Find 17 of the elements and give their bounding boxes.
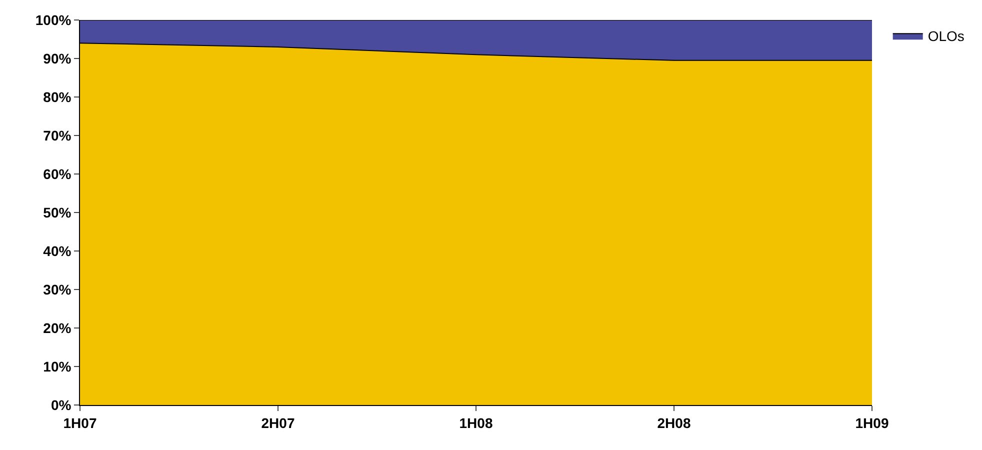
x-tick-label: 2H07: [261, 414, 295, 431]
x-tick-label: 1H08: [459, 414, 493, 431]
y-tick-label: 80%: [43, 88, 72, 105]
y-tick-label: 50%: [43, 204, 72, 220]
y-tick-label: 30%: [43, 281, 72, 298]
y-tick-label: 40%: [43, 242, 72, 259]
x-tick-label: 1H09: [855, 414, 889, 431]
x-tick-label: 2H08: [657, 414, 691, 431]
y-tick-label: 100%: [35, 12, 72, 28]
x-tick-label: 1H07: [63, 414, 97, 431]
y-tick-label: 90%: [43, 50, 72, 66]
y-tick-label: 60%: [43, 166, 72, 182]
y-tick-label: 20%: [43, 320, 72, 336]
y-tick-label: 70%: [43, 127, 72, 144]
y-tick-label: 10%: [43, 358, 72, 374]
legend-label: OLOs: [928, 28, 964, 44]
y-tick-label: 0%: [50, 396, 72, 413]
